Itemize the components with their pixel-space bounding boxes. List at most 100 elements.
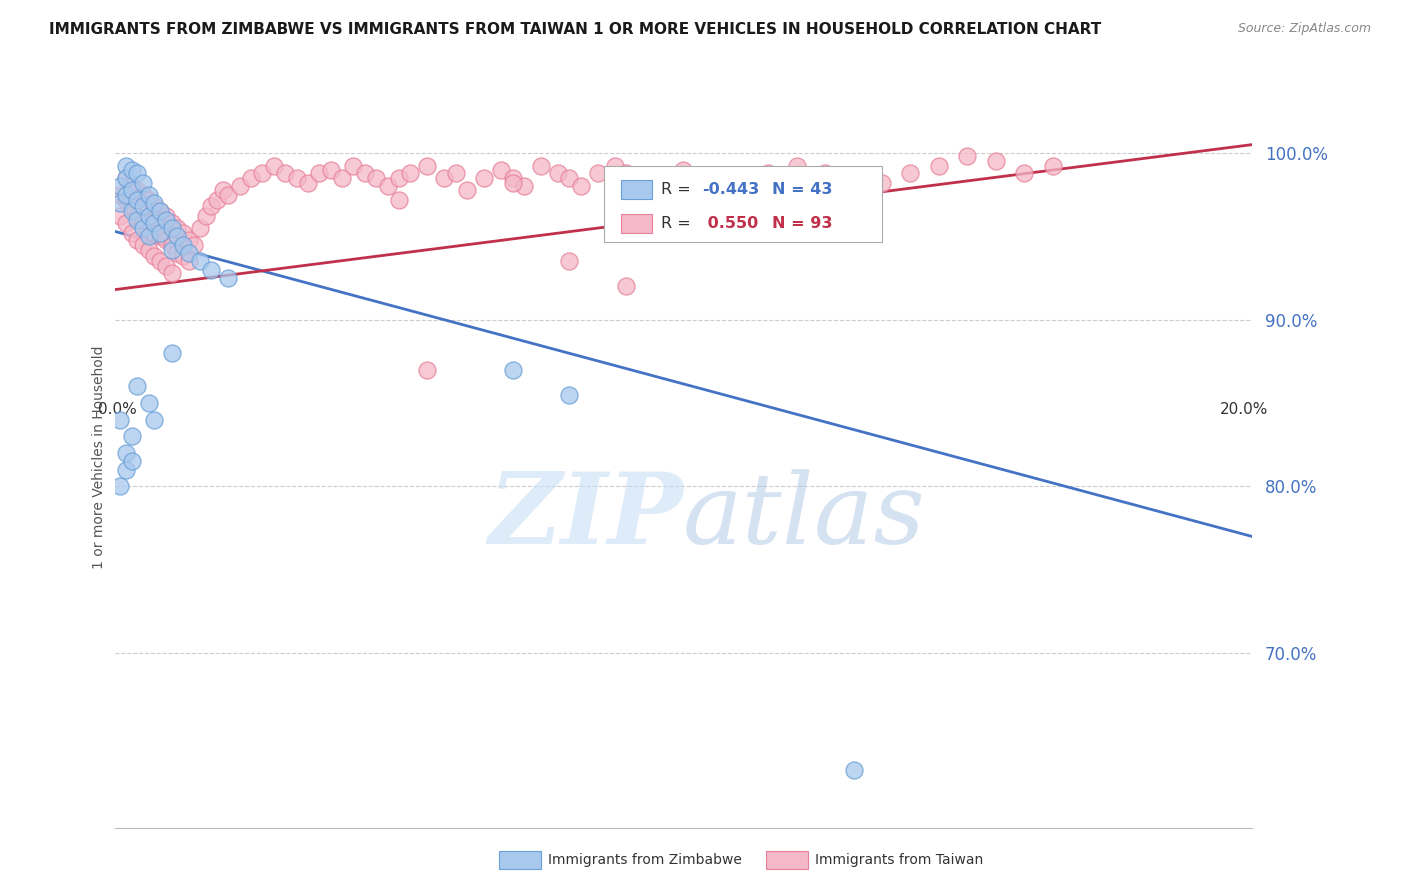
Point [433,171,456,186]
Point [143,216,166,230]
Point [160,237,183,252]
Point [127,166,149,180]
Point [115,463,138,477]
Text: N = 93: N = 93 [772,216,832,231]
Text: 0.0%: 0.0% [97,401,136,417]
Point [200,262,222,277]
Point [121,454,143,468]
Point [110,479,132,493]
Point [297,176,319,190]
Text: R =: R = [661,216,696,231]
Point [115,187,138,202]
Point [586,166,609,180]
Point [728,176,751,190]
Point [115,216,138,230]
Point [149,204,172,219]
Point [353,166,375,180]
Point [132,176,155,190]
Point [188,221,211,235]
Point [160,266,183,280]
Point [842,763,865,777]
Point [121,162,143,177]
Point [166,221,188,235]
Point [900,166,922,180]
Point [138,243,160,257]
Point [160,243,183,257]
Point [155,210,177,224]
Point [984,154,1007,169]
Point [127,210,149,224]
Point [155,233,177,247]
Point [956,149,979,163]
Point [115,171,138,186]
Point [160,346,183,360]
Point [614,166,637,180]
Text: ZIP: ZIP [488,468,683,565]
Point [177,246,200,260]
Point [614,279,637,293]
Point [330,171,353,186]
Point [127,193,149,207]
Point [603,159,626,173]
Point [200,199,222,213]
Y-axis label: 1 or more Vehicles in Household: 1 or more Vehicles in Household [93,345,107,569]
Point [388,171,411,186]
Point [138,187,160,202]
Point [285,171,308,186]
Point [188,254,211,268]
Point [228,179,250,194]
Point [489,162,512,177]
Point [127,183,149,197]
Point [110,196,132,211]
Point [547,166,569,180]
Point [240,171,263,186]
Point [1042,159,1064,173]
Point [132,212,155,227]
Point [160,221,183,235]
Point [132,199,155,213]
Point [177,254,200,268]
Text: atlas: atlas [683,469,925,564]
Point [366,171,388,186]
Point [132,221,155,235]
Point [155,260,177,274]
Text: -0.443: -0.443 [703,182,759,197]
Point [149,204,172,219]
FancyBboxPatch shape [603,167,882,242]
Text: Source: ZipAtlas.com: Source: ZipAtlas.com [1237,22,1371,36]
Point [149,226,172,240]
Point [121,204,143,219]
Point [399,166,422,180]
Point [308,166,330,180]
Point [177,233,200,247]
Point [110,412,132,426]
Point [132,237,155,252]
Point [132,187,155,202]
Text: IMMIGRANTS FROM ZIMBABWE VS IMMIGRANTS FROM TAIWAN 1 OR MORE VEHICLES IN HOUSEHO: IMMIGRANTS FROM ZIMBABWE VS IMMIGRANTS F… [49,22,1101,37]
Point [166,229,188,244]
FancyBboxPatch shape [620,214,652,233]
Point [143,199,166,213]
Point [115,446,138,460]
Point [138,193,160,207]
Point [672,162,695,177]
Point [172,237,194,252]
Point [558,171,581,186]
Point [319,162,342,177]
Point [160,216,183,230]
Point [138,210,160,224]
Point [183,237,205,252]
Point [502,362,524,376]
Point [121,226,143,240]
Text: Immigrants from Taiwan: Immigrants from Taiwan [815,853,984,867]
Point [127,233,149,247]
Point [569,179,592,194]
Point [121,183,143,197]
Point [115,193,138,207]
Point [217,187,239,202]
Point [530,159,553,173]
Point [115,171,138,186]
Point [155,212,177,227]
Point [194,210,217,224]
Point [456,183,478,197]
